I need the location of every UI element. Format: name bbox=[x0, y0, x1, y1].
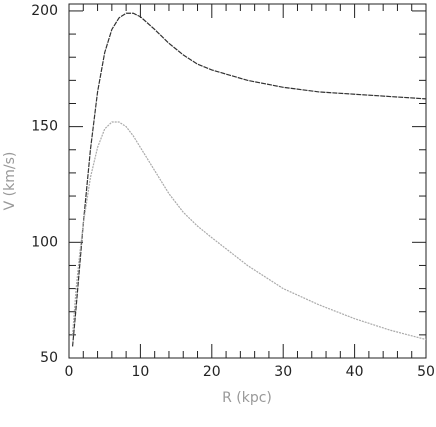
line-series bbox=[71, 121, 427, 341]
y-axis-label: V (km/s) bbox=[2, 152, 18, 211]
y-tick-label: 100 bbox=[31, 234, 58, 250]
line-series bbox=[71, 12, 427, 347]
y-tick-label: 200 bbox=[31, 3, 58, 19]
y-tick-label: 50 bbox=[40, 350, 58, 366]
x-tick-label: 20 bbox=[203, 364, 221, 380]
x-tick-label: 30 bbox=[274, 364, 292, 380]
y-tick-label: 150 bbox=[31, 119, 58, 135]
x-tick-label: 0 bbox=[65, 364, 74, 380]
x-tick-label: 40 bbox=[346, 364, 364, 380]
plot-frame bbox=[68, 3, 427, 359]
x-axis-label: R (kpc) bbox=[222, 390, 272, 406]
x-tick-label: 50 bbox=[417, 364, 435, 380]
x-tick-label: 10 bbox=[131, 364, 149, 380]
